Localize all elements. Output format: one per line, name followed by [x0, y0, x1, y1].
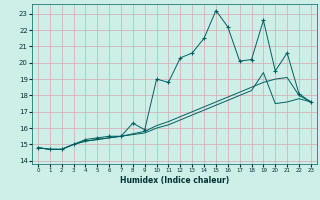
- X-axis label: Humidex (Indice chaleur): Humidex (Indice chaleur): [120, 176, 229, 185]
